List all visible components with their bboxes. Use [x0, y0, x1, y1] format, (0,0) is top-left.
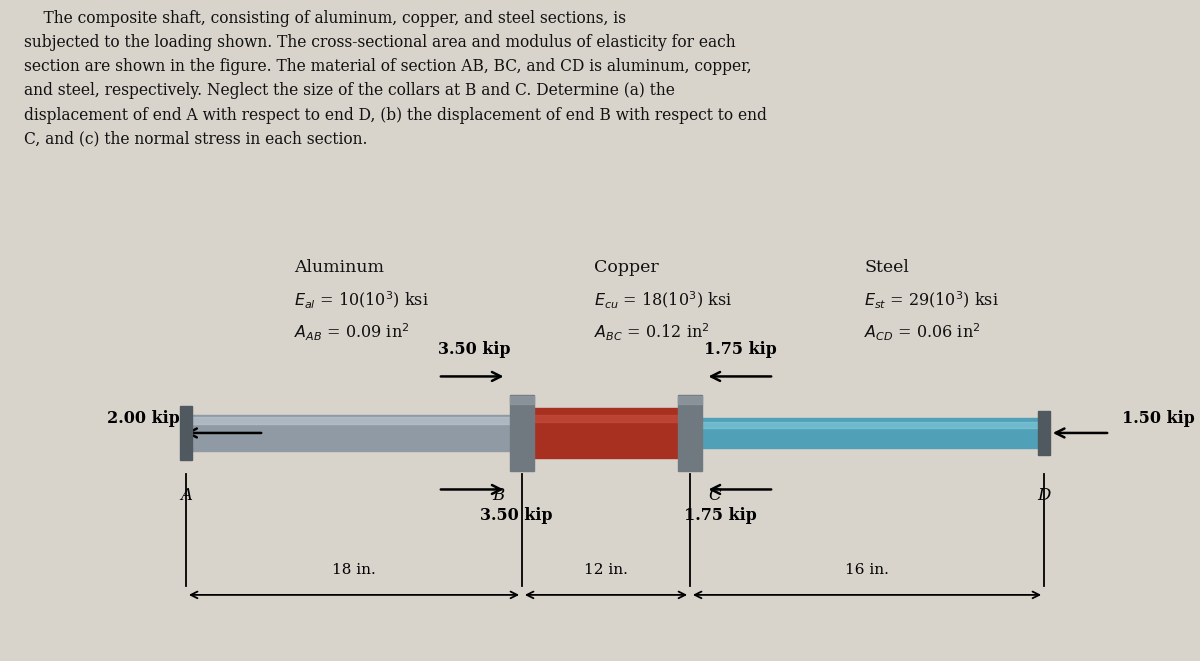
- Bar: [1038, 410, 1050, 455]
- Text: C: C: [708, 488, 721, 504]
- Text: Steel: Steel: [864, 259, 908, 276]
- Text: Copper: Copper: [594, 259, 659, 276]
- Text: $E_{st}$ = 29(10$^3$) ksi: $E_{st}$ = 29(10$^3$) ksi: [864, 290, 998, 311]
- Text: 12 in.: 12 in.: [584, 563, 628, 577]
- Text: $E_{cu}$ = 18(10$^3$) ksi: $E_{cu}$ = 18(10$^3$) ksi: [594, 290, 732, 311]
- Text: $E_{al}$ = 10(10$^3$) ksi: $E_{al}$ = 10(10$^3$) ksi: [294, 290, 428, 311]
- Text: 1.75 kip: 1.75 kip: [704, 342, 776, 358]
- Text: A: A: [180, 488, 192, 504]
- Text: B: B: [492, 488, 504, 504]
- Text: 18 in.: 18 in.: [332, 563, 376, 577]
- Bar: [180, 406, 192, 460]
- Text: 16 in.: 16 in.: [845, 563, 889, 577]
- Text: 3.50 kip: 3.50 kip: [480, 508, 552, 524]
- Text: The composite shaft, consisting of aluminum, copper, and steel sections, is
subj: The composite shaft, consisting of alumi…: [24, 10, 767, 147]
- Bar: [186, 415, 522, 451]
- Bar: [678, 397, 702, 404]
- Text: 1.50 kip: 1.50 kip: [1122, 410, 1195, 427]
- Text: 3.50 kip: 3.50 kip: [438, 342, 510, 358]
- Bar: [510, 397, 534, 404]
- Bar: [678, 395, 702, 471]
- Bar: [186, 417, 522, 424]
- Text: $A_{BC}$ = 0.12 in$^2$: $A_{BC}$ = 0.12 in$^2$: [594, 322, 709, 343]
- Text: 2.00 kip: 2.00 kip: [107, 410, 180, 427]
- Bar: [510, 395, 534, 471]
- Text: $A_{CD}$ = 0.06 in$^2$: $A_{CD}$ = 0.06 in$^2$: [864, 322, 980, 343]
- Text: Aluminum: Aluminum: [294, 259, 384, 276]
- Bar: [690, 422, 1044, 428]
- Text: $A_{AB}$ = 0.09 in$^2$: $A_{AB}$ = 0.09 in$^2$: [294, 322, 409, 343]
- Text: 1.75 kip: 1.75 kip: [684, 508, 756, 524]
- Bar: [522, 414, 690, 422]
- Text: D: D: [1037, 488, 1051, 504]
- Bar: [522, 408, 690, 457]
- Bar: [690, 418, 1044, 448]
